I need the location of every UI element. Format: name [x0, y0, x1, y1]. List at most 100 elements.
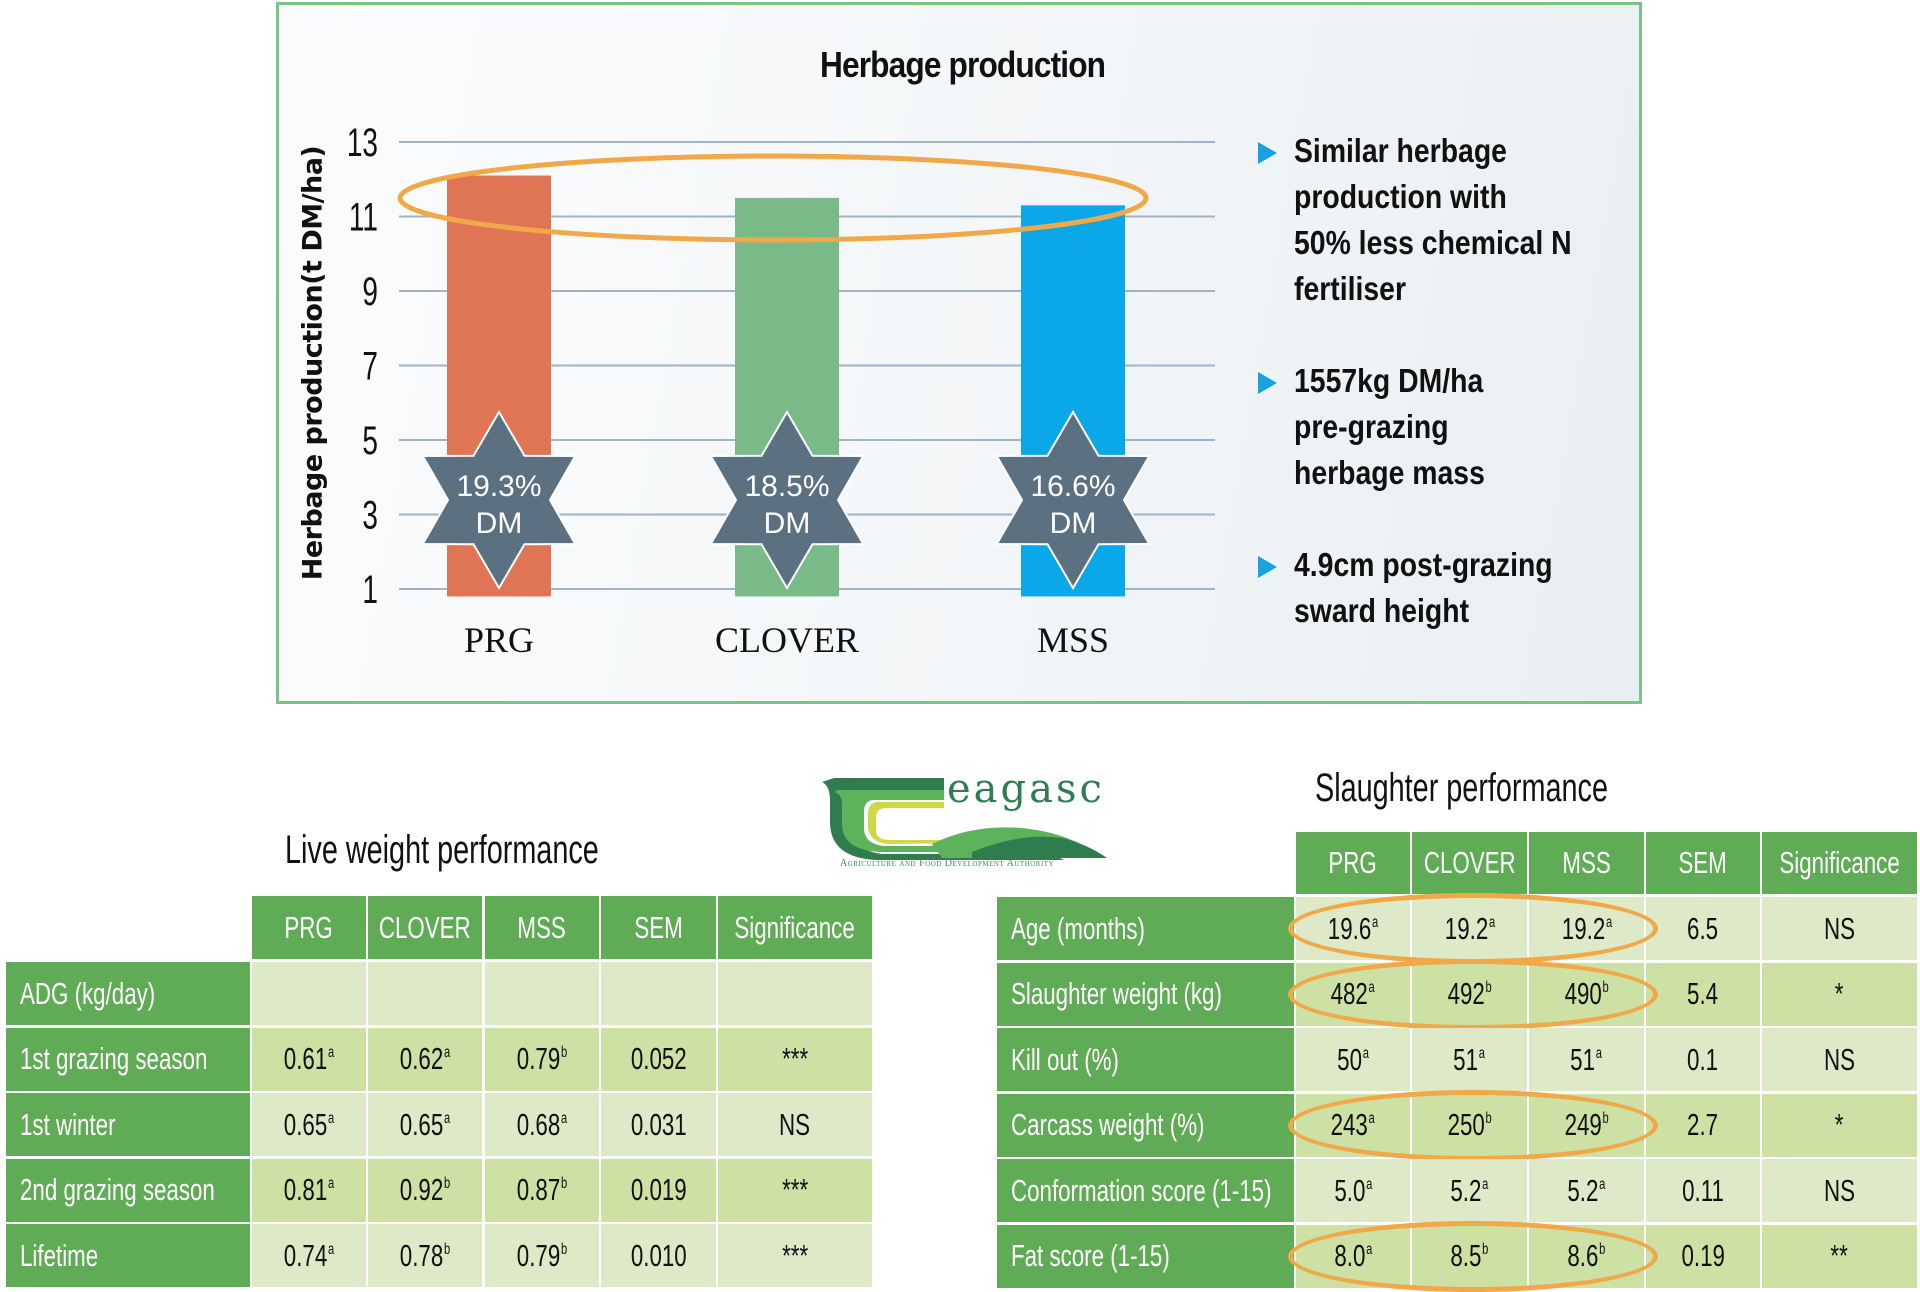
- table-cell-text: ***: [781, 1237, 809, 1273]
- column-header: MSS: [485, 896, 599, 959]
- key-point: 4.9cm post-grazing sward height: [1252, 542, 1632, 634]
- significance-letter: b: [1482, 1241, 1489, 1259]
- significance-letter: a: [1599, 1175, 1606, 1193]
- row-label-text: 1st winter: [20, 1106, 116, 1142]
- table-cell-text: 0.052: [630, 1041, 687, 1076]
- y-tick-label: 9: [362, 270, 378, 314]
- y-tick-label: 3: [362, 494, 378, 538]
- table-cell: [601, 962, 716, 1025]
- table-cell-text: 249b: [1564, 1107, 1609, 1142]
- significance-letter: b: [1485, 979, 1492, 997]
- table-cell: 0.79b: [485, 1027, 599, 1091]
- table-cell-text: 19.6a: [1327, 910, 1379, 946]
- dm-star-badge: [421, 410, 577, 590]
- row-label-text: Lifetime: [20, 1237, 99, 1273]
- triangle-right-icon: [1258, 142, 1277, 164]
- row-label: Carcass weight (%): [997, 1093, 1294, 1157]
- table-cell-text: 0.65a: [399, 1106, 451, 1142]
- table-cell-text: **: [1830, 1238, 1849, 1273]
- table-cell: 8.5b: [1412, 1224, 1527, 1288]
- table-cell: 19.2a: [1412, 897, 1527, 960]
- key-point-text: 1557kg DM/ha pre-grazing herbage mass: [1294, 362, 1485, 491]
- significance-letter: a: [1488, 913, 1495, 931]
- significance-letter: b: [1599, 1241, 1606, 1259]
- teagasc-logo: eagasc Agriculture and Food Development …: [822, 766, 1112, 872]
- significance-letter: a: [1362, 1044, 1369, 1062]
- table-cell: 2.7: [1646, 1093, 1760, 1157]
- table-cell: 243a: [1296, 1093, 1410, 1157]
- table-cell-text: 482a: [1330, 976, 1376, 1011]
- logo-wordmark: eagasc: [947, 766, 1105, 812]
- dm-percent-label: 19.3%: [456, 470, 541, 503]
- table-cell: 5.2a: [1412, 1159, 1527, 1222]
- row-label: Lifetime: [6, 1224, 250, 1287]
- significance-letter: a: [1368, 1110, 1376, 1128]
- column-header-text: SEM: [1678, 845, 1728, 880]
- row-label: Fat score (1-15): [997, 1224, 1294, 1288]
- table-cell: 50a: [1296, 1028, 1410, 1091]
- table-cell: 0.68a: [485, 1093, 599, 1156]
- key-points-list: Similar herbage production with 50% less…: [1252, 128, 1632, 680]
- table-cell-text: 0.1: [1687, 1041, 1719, 1077]
- table-cell-text: 0.19: [1681, 1238, 1725, 1273]
- table-cell: 19.2a: [1529, 897, 1644, 960]
- table-cell-text: 8.0a: [1334, 1238, 1372, 1273]
- table-cell: 0.62a: [368, 1027, 482, 1091]
- table-cell-text: 2.7: [1687, 1107, 1719, 1142]
- table-cell-text: 0.78b: [399, 1237, 451, 1273]
- table-cell: 6.5: [1646, 897, 1760, 960]
- column-header: Significance: [1762, 832, 1917, 894]
- row-label-text: Slaughter weight (kg): [1011, 976, 1222, 1011]
- highlight-ellipse: [397, 153, 1149, 243]
- table-cell: NS: [1762, 1028, 1917, 1091]
- row-label: Slaughter weight (kg): [997, 962, 1294, 1026]
- x-tick-label: PRG: [464, 620, 534, 660]
- table-cell-text: 492b: [1447, 976, 1492, 1011]
- row-label-text: Age (months): [1011, 910, 1145, 946]
- table-cell-text: 0.11: [1682, 1172, 1724, 1208]
- table-cell: 0.1: [1646, 1028, 1760, 1091]
- significance-letter: a: [327, 1240, 335, 1258]
- table-cell: 0.74a: [252, 1224, 366, 1287]
- table-cell: 5.0a: [1296, 1159, 1410, 1222]
- row-label-text: ADG (kg/day): [20, 975, 156, 1011]
- column-header: PRG: [1296, 832, 1410, 894]
- column-header-text: Significance: [1779, 845, 1900, 880]
- table-cell-text: 0.031: [630, 1106, 687, 1142]
- table-cell: 0.052: [601, 1027, 716, 1091]
- table-cell-text: 5.4: [1687, 976, 1719, 1011]
- table-cell: 250b: [1412, 1093, 1527, 1157]
- table-cell: 0.19: [1646, 1224, 1760, 1288]
- key-point: 1557kg DM/ha pre-grazing herbage mass: [1252, 358, 1632, 496]
- significance-letter: a: [1482, 1175, 1489, 1193]
- table-cell: 5.2a: [1529, 1159, 1644, 1222]
- significance-letter: a: [1368, 979, 1376, 997]
- table-cell: 0.78b: [368, 1224, 482, 1287]
- table-cell: 0.65a: [368, 1093, 482, 1156]
- table-cell-text: NS: [1823, 910, 1856, 946]
- significance-letter: a: [327, 1175, 335, 1193]
- table-cell-text: 0.68a: [516, 1106, 568, 1142]
- table-cell: [252, 962, 366, 1025]
- table-cell-text: NS: [1823, 1172, 1856, 1208]
- table-cell: 0.019: [601, 1158, 716, 1222]
- table-cell: ***: [718, 1158, 872, 1222]
- key-point-text: 4.9cm post-grazing sward height: [1294, 546, 1553, 629]
- column-header: SEM: [1646, 832, 1760, 894]
- table-cell-text: 0.019: [630, 1172, 687, 1207]
- table-cell-text: 0.61a: [283, 1041, 335, 1076]
- table-cell: [718, 962, 872, 1025]
- table-cell: [485, 962, 599, 1025]
- row-label: Conformation score (1-15): [997, 1159, 1294, 1222]
- column-header-text: PRG: [284, 909, 334, 945]
- slaughter-title: Slaughter performance: [1315, 766, 1608, 810]
- row-label: Kill out (%): [997, 1028, 1294, 1091]
- dm-unit-label: DM: [1050, 507, 1097, 540]
- dm-unit-label: DM: [764, 507, 811, 540]
- column-header-text: MSS: [517, 909, 567, 945]
- table-cell-text: 5.0a: [1334, 1172, 1372, 1208]
- table-cell-text: 0.79b: [516, 1237, 568, 1273]
- y-tick-label: 5: [362, 419, 378, 463]
- column-header: CLOVER: [368, 896, 482, 959]
